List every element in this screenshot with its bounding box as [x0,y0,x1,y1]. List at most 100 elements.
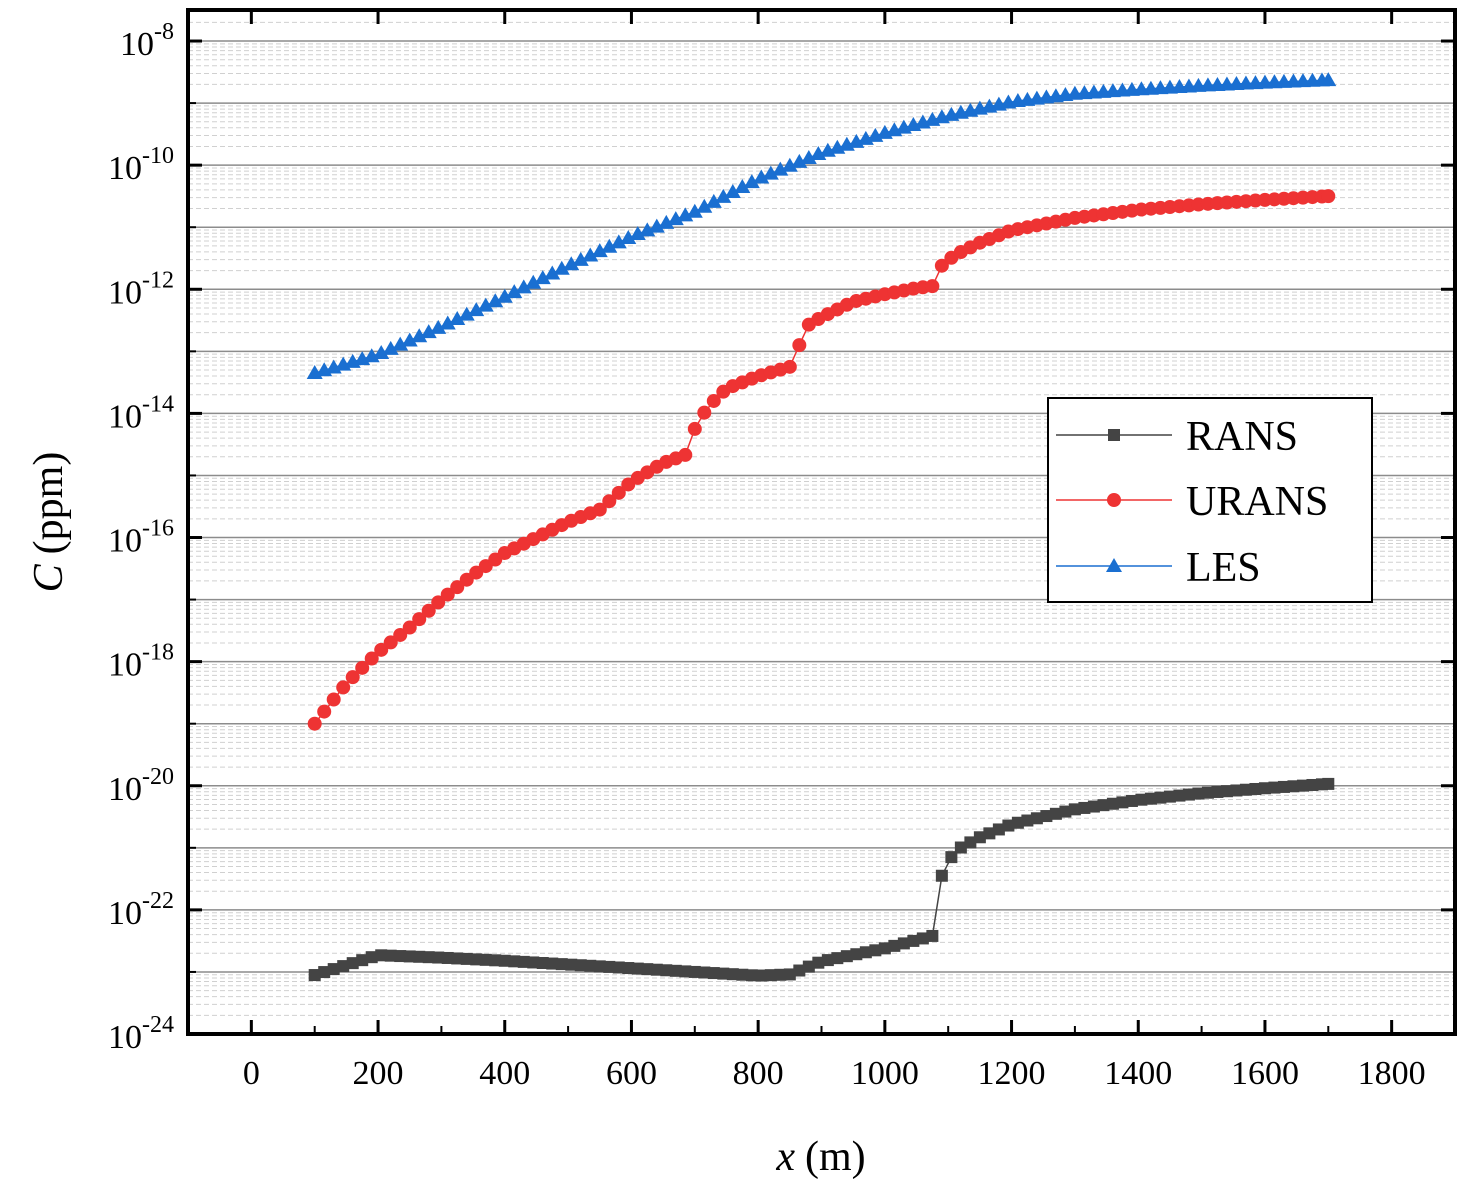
axis-ticks [187,10,1456,1036]
data-point-rans [1011,816,1024,829]
data-point-rans [992,823,1005,836]
data-point-rans [517,955,530,968]
data-point-rans [973,831,986,844]
y-axis-unit: (ppm) [26,452,72,555]
data-point-rans [603,960,616,973]
data-point-les [572,251,589,266]
data-point-rans [926,929,939,942]
data-point-les [715,188,732,203]
data-point-rans [422,951,435,964]
series-rans [308,777,1335,982]
data-point-urans [345,670,360,685]
data-point-les [458,306,475,321]
data-point-rans [1135,793,1148,806]
data-point-rans [916,932,929,945]
data-point-urans [355,660,370,675]
data-point-rans [1220,785,1233,798]
data-point-urans [678,447,693,462]
data-point-rans [983,827,996,840]
data-point-urans [421,603,436,618]
data-point-urans [431,595,446,610]
data-point-rans [413,950,426,963]
data-point-les [496,288,513,303]
data-point-urans [459,572,474,587]
data-point-les [629,226,646,241]
x-tick-label: 1000 [851,1055,919,1092]
data-point-rans [394,950,407,963]
data-point-rans [1258,782,1271,795]
data-point-rans [1296,779,1309,792]
data-point-rans [498,954,511,967]
data-point-rans [783,968,796,981]
data-point-les [762,165,779,180]
data-point-urans [925,279,940,294]
data-point-les [610,234,627,249]
data-point-urans [336,680,351,695]
series-les [306,72,1337,380]
data-point-rans [1059,805,1072,818]
data-point-rans [546,957,559,970]
y-tick-label: 10-22 [108,888,174,932]
data-point-les [677,207,694,222]
series-layer [306,72,1337,982]
data-point-rans [964,836,977,849]
data-point-urans [706,393,721,408]
data-point-les [515,279,532,294]
data-point-rans [1078,801,1091,814]
data-point-rans [1154,791,1167,804]
plot-frame [186,8,1457,1036]
data-point-les [525,274,542,289]
data-point-rans [650,963,663,976]
data-point-rans [774,968,787,981]
data-point-les [724,183,741,198]
data-point-rans [555,958,568,971]
data-point-urans [611,485,626,500]
data-point-rans [1182,788,1195,801]
data-point-les [686,203,703,218]
data-point-les [477,297,494,312]
data-point-les [591,243,608,258]
data-point-les [382,340,399,355]
data-point-les [449,311,466,326]
data-point-rans [1277,780,1290,793]
data-point-les [411,328,428,343]
data-point-urans [393,627,408,642]
data-point-rans [935,869,948,882]
data-point-urans [374,642,389,657]
data-point-rans [432,951,445,964]
x-tick-label: 200 [353,1055,404,1092]
data-point-rans [1306,778,1319,791]
y-tick-label: 10-10 [108,143,174,187]
data-point-rans [1239,783,1252,796]
x-axis-unit: (m) [805,1134,866,1180]
data-point-les [696,198,713,213]
legend-label-les: LES [1186,545,1261,591]
data-point-les [553,260,570,275]
data-point-urans [364,651,379,666]
y-axis-symbol: C [26,563,72,592]
data-point-rans [318,966,331,979]
data-point-les [648,218,665,233]
data-point-rans [669,964,682,977]
data-point-les [439,315,456,330]
data-point-urans [326,692,341,707]
data-point-rans [736,968,749,981]
data-point-les [582,247,599,262]
data-point-rans [337,960,350,973]
data-point-rans [460,952,473,965]
data-point-rans [308,969,321,982]
data-point-les [544,265,561,280]
data-point-rans [470,953,483,966]
data-point-les [620,229,637,244]
data-point-rans [1144,792,1157,805]
x-axis-symbol: x [775,1134,795,1180]
data-point-rans [688,965,701,978]
data-point-les [392,336,409,351]
data-point-rans [489,954,502,967]
x-tick-label: 1800 [1358,1055,1426,1092]
data-point-les [705,193,722,208]
data-point-urans [402,620,417,635]
data-point-urans [450,580,465,595]
y-tick-label: 10-16 [108,516,174,560]
data-point-rans [441,951,454,964]
